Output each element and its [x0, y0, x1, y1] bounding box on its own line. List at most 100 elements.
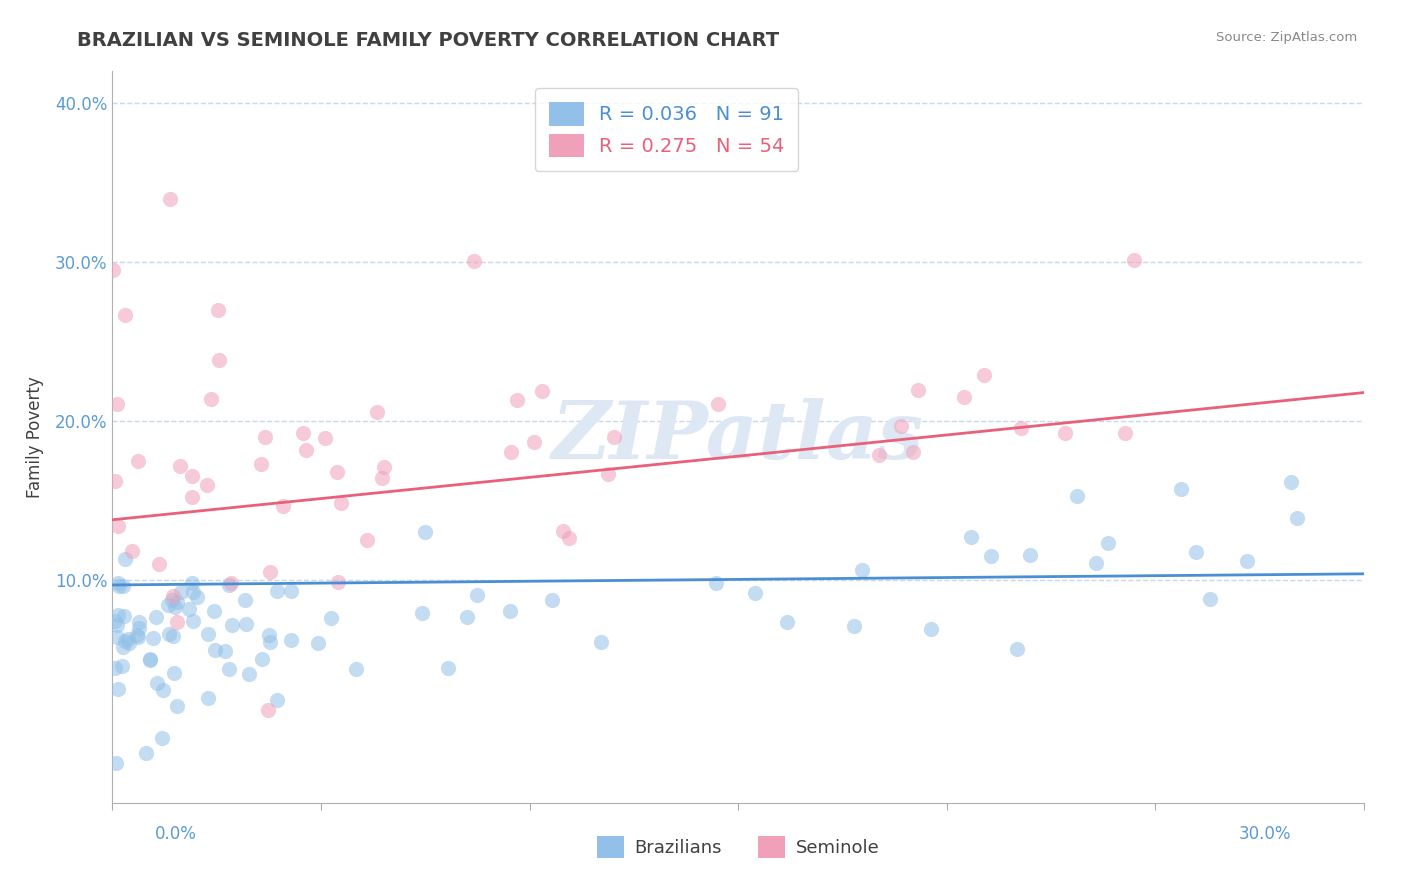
- Point: [1066, 489, 1088, 503]
- Point: [1085, 556, 1108, 570]
- Legend: Brazilians, Seminole: Brazilians, Seminole: [588, 827, 889, 867]
- Point: [233, 593, 256, 607]
- Point: [112, 579, 135, 593]
- Point: [128, 621, 150, 635]
- Point: [1279, 475, 1302, 489]
- Point: [259, 565, 281, 579]
- Text: Source: ZipAtlas.com: Source: ZipAtlas.com: [1216, 31, 1357, 45]
- Point: [127, 628, 149, 642]
- Point: [463, 254, 485, 268]
- Point: [162, 589, 184, 603]
- Point: [250, 457, 273, 471]
- Point: [112, 609, 135, 624]
- Point: [204, 643, 226, 657]
- Point: [280, 584, 302, 599]
- Point: [1010, 420, 1032, 434]
- Point: [1123, 252, 1146, 267]
- Text: ZIPatlas: ZIPatlas: [553, 399, 924, 475]
- Point: [1005, 642, 1028, 657]
- Point: [437, 661, 460, 675]
- Point: [157, 627, 180, 641]
- Point: [218, 662, 240, 676]
- Point: [202, 604, 225, 618]
- Point: [851, 563, 873, 577]
- Point: [221, 618, 243, 632]
- Point: [1019, 548, 1042, 562]
- Point: [197, 691, 219, 706]
- Point: [159, 192, 181, 206]
- Point: [235, 616, 257, 631]
- Point: [142, 631, 165, 645]
- Point: [329, 495, 352, 509]
- Point: [259, 628, 281, 642]
- Point: [165, 600, 187, 615]
- Point: [558, 531, 581, 545]
- Point: [121, 544, 143, 558]
- Point: [541, 592, 564, 607]
- Point: [214, 644, 236, 658]
- Point: [706, 576, 728, 591]
- Point: [890, 419, 912, 434]
- Point: [1170, 482, 1192, 496]
- Point: [162, 629, 184, 643]
- Point: [107, 608, 129, 623]
- Point: [499, 604, 522, 618]
- Point: [127, 453, 149, 467]
- Point: [252, 652, 274, 666]
- Point: [744, 586, 766, 600]
- Point: [114, 633, 136, 648]
- Point: [1053, 425, 1076, 440]
- Text: 0.0%: 0.0%: [155, 825, 197, 843]
- Point: [138, 653, 160, 667]
- Point: [326, 466, 349, 480]
- Point: [150, 731, 173, 745]
- Point: [169, 459, 191, 474]
- Point: [118, 636, 141, 650]
- Point: [218, 578, 240, 592]
- Point: [127, 630, 149, 644]
- Point: [117, 632, 139, 647]
- Point: [907, 383, 929, 397]
- Point: [148, 557, 170, 571]
- Point: [166, 698, 188, 713]
- Point: [111, 659, 134, 673]
- Point: [163, 665, 186, 680]
- Point: [271, 499, 294, 513]
- Point: [952, 390, 974, 404]
- Point: [145, 676, 167, 690]
- Point: [292, 426, 315, 441]
- Point: [603, 430, 626, 444]
- Point: [160, 593, 183, 607]
- Point: [111, 640, 134, 654]
- Point: [259, 635, 281, 649]
- Point: [901, 445, 924, 459]
- Point: [371, 470, 394, 484]
- Point: [842, 619, 865, 633]
- Point: [105, 756, 128, 770]
- Point: [280, 633, 302, 648]
- Point: [238, 666, 260, 681]
- Point: [366, 405, 388, 419]
- Point: [411, 606, 433, 620]
- Point: [1286, 510, 1309, 524]
- Point: [596, 467, 619, 482]
- Point: [128, 615, 150, 629]
- Point: [1185, 545, 1208, 559]
- Point: [295, 443, 318, 458]
- Point: [456, 610, 478, 624]
- Point: [207, 302, 229, 317]
- Point: [314, 431, 336, 445]
- Point: [180, 576, 202, 591]
- Point: [506, 393, 529, 408]
- Point: [166, 595, 188, 609]
- Point: [177, 602, 200, 616]
- Point: [920, 622, 942, 636]
- Point: [107, 518, 129, 533]
- Point: [104, 661, 127, 675]
- Text: 30.0%: 30.0%: [1239, 825, 1292, 843]
- Point: [257, 703, 280, 717]
- Point: [326, 575, 349, 590]
- Point: [980, 549, 1002, 563]
- Point: [197, 627, 219, 641]
- Point: [101, 263, 124, 277]
